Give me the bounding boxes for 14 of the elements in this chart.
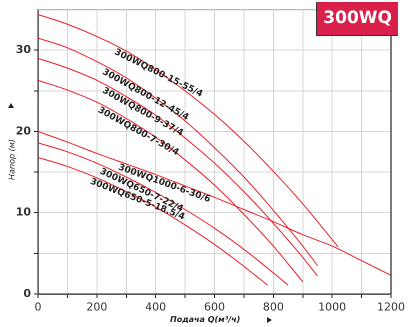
y-axis-title: Напор (м) [8, 138, 16, 182]
x-tick-label: 800 [262, 300, 284, 314]
x-tick-label: 200 [86, 300, 108, 314]
y-tick-label: 0 [23, 286, 32, 300]
chart-title: 300WQ [316, 2, 398, 36]
y-tick-label: 20 [16, 124, 32, 138]
x-tick-label: 1200 [377, 300, 406, 314]
x-tick-label: 1000 [318, 300, 346, 314]
y-tick-label: 30 [16, 43, 32, 56]
x-tick-label: 0 [34, 300, 42, 314]
y-tick-label: 10 [16, 206, 32, 219]
x-axis-title: Подача Q(м³/ч) [170, 315, 240, 324]
x-tick-label: 400 [145, 300, 166, 314]
x-tick-label: 600 [204, 300, 225, 314]
